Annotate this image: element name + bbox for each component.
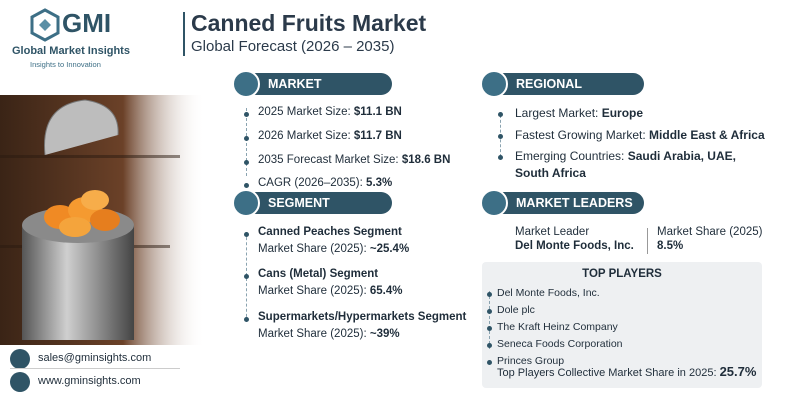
player: The Kraft Heinz Company [497, 321, 618, 333]
bullet [498, 155, 503, 160]
stat-item: 2035 Forecast Market Size: $18.6 BN [258, 154, 450, 166]
tagline: Insights to Innovation [30, 60, 101, 69]
collective: Top Players Collective Market Share in 2… [497, 364, 756, 379]
subtitle: Global Forecast (2026 – 2035) [191, 38, 395, 55]
value: Saudi Arabia, UAE, [627, 149, 736, 163]
leader: Del Monte Foods, Inc. [515, 240, 634, 252]
region-item: Emerging Countries: Saudi Arabia, UAE, [515, 149, 736, 163]
logo-text: GMI [62, 8, 112, 38]
section-heading: REGIONAL INSIGHTS [480, 70, 644, 113]
leader-label: Market Leader [515, 226, 590, 238]
title: Canned Fruits Market [191, 10, 427, 36]
segment-name: Cans (Metal) Segment [258, 268, 379, 280]
bullet [244, 232, 249, 237]
heading-text: REGIONAL INSIGHTS [516, 77, 582, 113]
label: Emerging Countries: [515, 149, 628, 163]
value: ~39% [369, 328, 400, 340]
heading-text: TOP PLAYERS [582, 268, 662, 280]
email-icon [10, 349, 30, 369]
logo-mark [30, 8, 60, 42]
region-item-cont: South Africa [515, 166, 586, 180]
segment-share: Market Share (2025): ~39% [258, 328, 400, 340]
value: ~25.4% [369, 243, 410, 255]
value: $11.1 BN [353, 106, 402, 118]
player: Dole plc [497, 304, 535, 316]
product-photo [0, 95, 205, 345]
stat-item: 2025 Market Size: $11.1 BN [258, 106, 402, 118]
bullet [244, 317, 249, 322]
label: Market Share (2025): [258, 285, 370, 297]
bullet [244, 160, 249, 165]
segment-name: Canned Peaches Segment [258, 226, 402, 238]
bullet [244, 136, 249, 141]
heading-text: SEGMENT STATISTICS [268, 196, 340, 232]
bullet [487, 309, 492, 314]
bullet [244, 112, 249, 117]
logo-name: Global Market Insights [12, 45, 130, 57]
label: Fastest Growing Market: [515, 128, 650, 142]
player: Del Monte Foods, Inc. [497, 287, 600, 299]
timeline [246, 108, 247, 176]
label: 2025 Market Size: [258, 106, 354, 118]
value: Europe [601, 106, 644, 120]
value: Middle East & Africa [649, 128, 765, 142]
section-heading: MARKET LEADERS [480, 189, 644, 217]
value: 65.4% [369, 285, 403, 297]
heading-text: MARKET STATISTICS [268, 77, 340, 113]
share: 8.5% [657, 240, 684, 252]
section-heading: SEGMENT STATISTICS [232, 189, 392, 232]
segment-name: Supermarkets/Hypermarkets Segment [258, 311, 467, 323]
timeline [489, 291, 490, 349]
web-icon [10, 372, 30, 392]
label: Market Share (2025): [258, 328, 370, 340]
player: Princes Group [497, 355, 565, 367]
bullet [498, 112, 503, 117]
divider [183, 12, 185, 56]
label: Largest Market: [515, 106, 602, 120]
value: $18.6 BN [401, 154, 451, 166]
value: 5.3% [366, 177, 393, 189]
website[interactable]: www.gminsights.com [38, 375, 141, 387]
bullet [487, 343, 492, 348]
bullet [244, 274, 249, 279]
collective-value: 25.7% [719, 364, 757, 379]
share-label: Market Share (2025) [657, 226, 763, 238]
divider [647, 228, 648, 254]
bullet [498, 134, 503, 139]
region-item: Largest Market: Europe [515, 106, 643, 120]
label: 2026 Market Size: [258, 130, 354, 142]
region-item: Fastest Growing Market: Middle East & Af… [515, 128, 765, 142]
collective-label: Top Players Collective Market Share in 2… [497, 367, 720, 379]
segment-share: Market Share (2025): 65.4% [258, 285, 402, 297]
label: CAGR (2026–2035): [258, 177, 367, 189]
stat-item: 2026 Market Size: $11.7 BN [258, 130, 402, 142]
heading-text: MARKET LEADERS [516, 196, 633, 210]
segment-share: Market Share (2025): ~25.4% [258, 243, 409, 255]
bullet [487, 360, 492, 365]
email[interactable]: sales@gminsights.com [38, 352, 152, 364]
player: Seneca Foods Corporation [497, 338, 623, 350]
bullet [244, 183, 249, 188]
stat-item: CAGR (2026–2035): 5.3% [258, 177, 392, 189]
bullet [487, 326, 492, 331]
label: Market Share (2025): [258, 243, 370, 255]
value: $11.7 BN [353, 130, 402, 142]
separator [10, 368, 180, 369]
bullet [487, 292, 492, 297]
top-players-box [482, 262, 762, 388]
section-heading: MARKET STATISTICS [232, 70, 392, 113]
label: 2035 Forecast Market Size: [258, 154, 402, 166]
